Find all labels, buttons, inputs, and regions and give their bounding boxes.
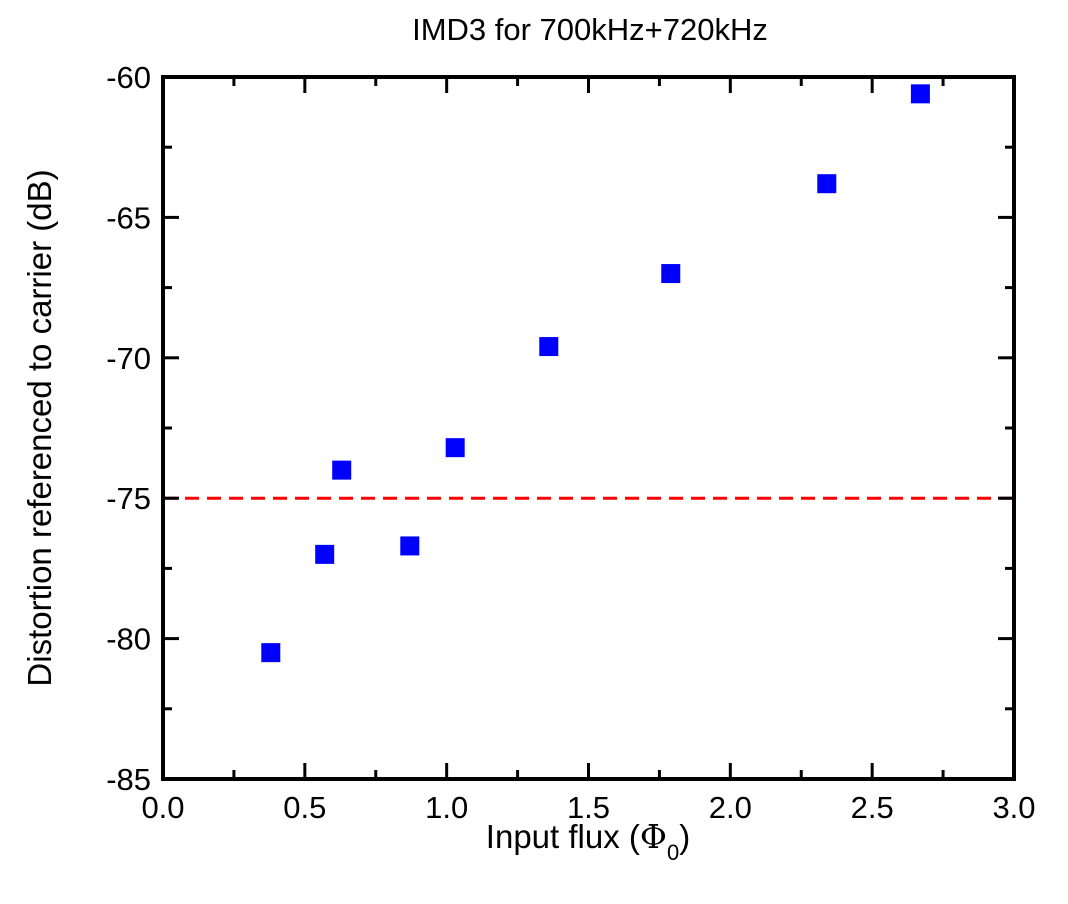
y-tick-label: -70 — [106, 341, 151, 376]
x-tick-label: 1.0 — [425, 790, 468, 825]
x-tick-label: 2.5 — [851, 790, 894, 825]
x-tick-label: 0.5 — [283, 790, 326, 825]
y-tick-label: -85 — [106, 762, 151, 797]
data-points — [261, 84, 930, 663]
y-tick-label: -75 — [106, 481, 151, 516]
axis-ticks — [161, 75, 1016, 781]
data-point — [661, 264, 681, 284]
x-tick-label: 2.0 — [709, 790, 752, 825]
y-tick-label: -65 — [106, 200, 151, 235]
data-point — [261, 643, 281, 663]
data-point — [910, 84, 930, 104]
data-point — [539, 337, 559, 357]
chart-title: IMD3 for 700kHz+720kHz — [412, 12, 768, 47]
x-axis-label: Input flux (Φ0) — [486, 817, 690, 865]
data-point — [332, 460, 352, 480]
data-point — [315, 544, 335, 564]
x-tick-label: 0.0 — [141, 790, 184, 825]
x-tick-labels: 0.0 0.5 1.0 1.5 2.0 2.5 3.0 — [141, 790, 1035, 825]
x-axis-label-text: Input flux ( — [486, 818, 640, 855]
y-tick-label: -60 — [106, 60, 151, 95]
x-tick-label: 3.0 — [992, 790, 1035, 825]
data-point — [400, 536, 420, 556]
y-tick-label: -80 — [106, 622, 151, 657]
y-tick-labels: -85 -80 -75 -70 -65 -60 — [106, 60, 151, 797]
plot-frame — [161, 75, 1016, 781]
y-axis-label: Distortion referenced to carrier (dB) — [21, 169, 58, 686]
x-axis-label-subscript: 0 — [667, 840, 679, 865]
data-point — [817, 174, 837, 194]
data-point — [445, 438, 465, 458]
x-tick-label: 1.5 — [567, 790, 610, 825]
x-axis-label-symbol: Φ — [640, 817, 667, 856]
x-axis-label-close: ) — [679, 818, 690, 855]
